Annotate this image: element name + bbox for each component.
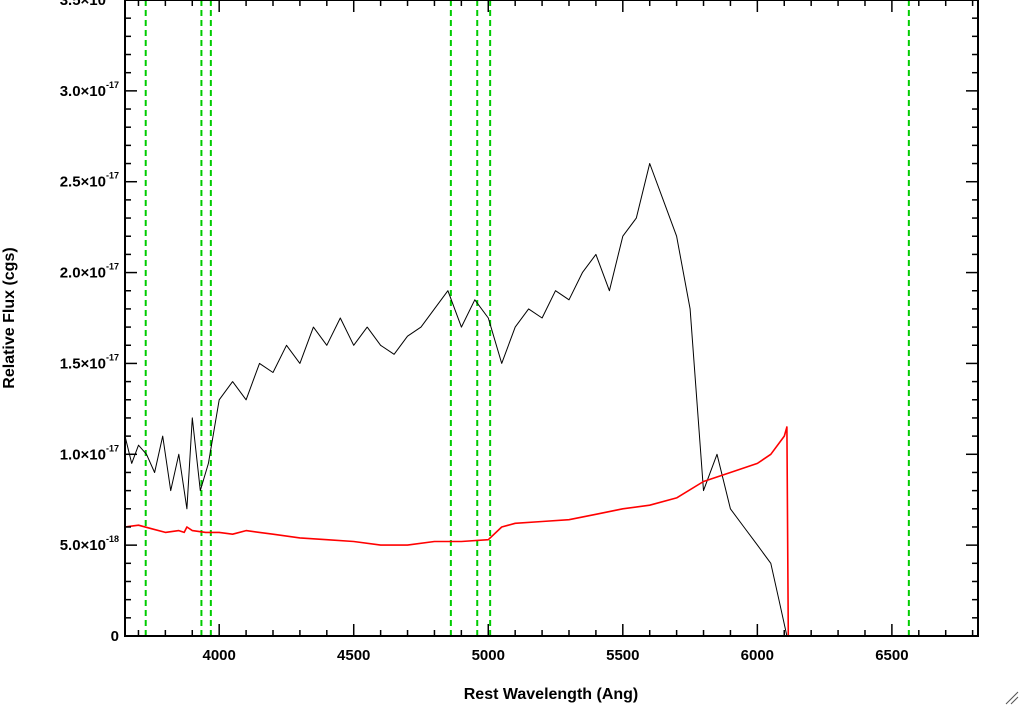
y-tick-label: 2.5×10-17 xyxy=(60,171,119,191)
x-axis-ticks: 4000 4500 5000 5500 6000 6500 xyxy=(137,0,974,664)
plot-frame xyxy=(124,0,979,637)
series-line-1 xyxy=(125,426,978,636)
x-tick-label: 6500 xyxy=(875,647,908,664)
y-tick-label: 0 xyxy=(111,628,119,645)
resize-grip-icon xyxy=(1005,691,1019,705)
y-axis-title: Relative Flux (cgs) xyxy=(1,247,18,388)
emission-line-markers xyxy=(144,0,910,636)
y-tick-label: 3.0×10-17 xyxy=(60,80,119,100)
y-tick-label: 3.5×10-17 xyxy=(60,0,119,9)
x-axis-title: Rest Wavelength (Ang) xyxy=(464,686,639,703)
y-tick-label: 5.0×10-18 xyxy=(60,534,119,554)
x-tick-label: 4000 xyxy=(202,647,235,664)
series-line-0 xyxy=(125,163,788,636)
y-axis-ticks: 0 5.0×10-18 1.0×10-17 1.5×10-17 2.0×10-17 2.5… xyxy=(60,0,978,645)
y-tick-label: 2.0×10-17 xyxy=(60,262,119,282)
x-tick-label: 4500 xyxy=(337,647,370,664)
series-layer xyxy=(125,163,978,636)
y-tick-label: 1.5×10-17 xyxy=(60,352,119,372)
x-tick-label: 5000 xyxy=(472,647,505,664)
x-tick-label: 6000 xyxy=(741,647,774,664)
x-tick-label: 5500 xyxy=(606,647,639,664)
y-tick-label: 1.0×10-17 xyxy=(60,443,119,463)
